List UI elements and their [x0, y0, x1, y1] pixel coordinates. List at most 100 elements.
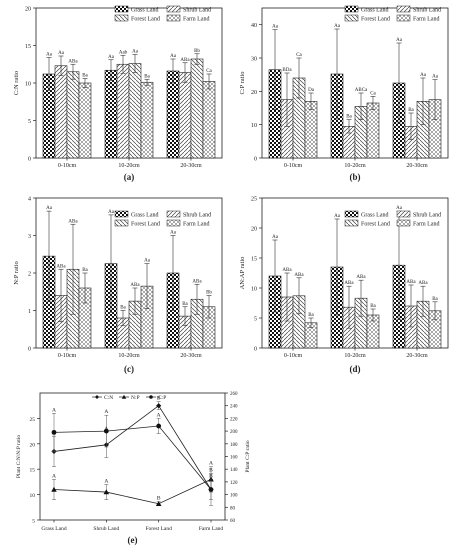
significance-label: Ba — [82, 268, 88, 273]
panel-caption: (e) — [128, 535, 138, 545]
bar-farm-land — [366, 102, 380, 159]
y-tick-label: 25 — [251, 197, 257, 203]
legend-label: Farm Land — [183, 17, 210, 23]
significance-label: Ca — [370, 91, 376, 96]
significance-label: ABa — [418, 281, 428, 286]
legend-label: Grass Land — [131, 213, 159, 219]
significance-label: Bb — [194, 49, 200, 54]
y-right-tick-label: 60 — [230, 519, 236, 524]
significance-label: ABa — [68, 59, 78, 64]
panel-caption: (c) — [124, 364, 134, 374]
legend-swatch — [396, 5, 411, 13]
significance-label: B — [209, 468, 213, 474]
significance-label: A — [52, 473, 56, 479]
legend-swatch — [344, 210, 359, 218]
y-left-tick-label: 10 — [30, 493, 36, 499]
point-c-p — [51, 429, 57, 435]
significance-label: ABa — [68, 219, 78, 224]
legend-swatch — [396, 219, 411, 227]
x-tick-label: 20-30cm — [406, 163, 428, 169]
legend-label: Farm Land — [413, 17, 440, 23]
y-axis-label: C:P ratio — [239, 71, 246, 94]
panel-caption: (a) — [124, 172, 135, 182]
y-right-tick-label: 160 — [230, 456, 238, 461]
bar-forest-land — [190, 58, 204, 159]
panel-e-chart: 5 10 15 20 25 60 80 100 120 140 160 180 200 220 240 260… — [16, 392, 251, 545]
panel-b-chart: 0 10 20 30 40 C:P ratio 0-10cm Aa BDa Ca Da 10-20cm… — [239, 5, 449, 182]
legend-label: Shrub Land — [413, 8, 441, 14]
x-tick-label: 10-20cm — [344, 353, 366, 359]
legend-swatch — [114, 14, 129, 22]
legend-swatch — [166, 5, 181, 13]
legend-swatch — [344, 219, 359, 227]
significance-label: Ca — [206, 69, 212, 74]
bar-grass-land — [104, 69, 118, 159]
significance-label: Aa — [170, 231, 177, 236]
panel-caption: (d) — [350, 364, 361, 374]
significance-label: ABCa — [355, 88, 368, 93]
significance-label: ABa — [180, 58, 190, 63]
significance-label: Aa — [432, 75, 439, 80]
significance-label: Aa — [132, 50, 139, 55]
y-right-tick-label: 240 — [230, 405, 238, 410]
point-n-p — [155, 500, 162, 506]
legend-label: Farm Land — [183, 222, 210, 228]
legend-swatch — [344, 14, 359, 22]
y-right-tick-label: 120 — [230, 481, 238, 486]
legend-label: N:P — [131, 395, 140, 401]
significance-label: ABa — [356, 275, 366, 280]
bar-farm-land — [78, 82, 92, 159]
legend-label: Grass Land — [361, 8, 389, 14]
legend-swatch — [396, 210, 411, 218]
significance-label: Aa — [420, 73, 427, 78]
significance-label: A — [157, 412, 161, 418]
x-tick-label: 20-30cm — [406, 353, 428, 359]
legend-label: C:N — [104, 395, 113, 401]
significance-label: Aab — [119, 50, 128, 55]
x-tick-label: Grass Land — [41, 526, 66, 532]
y-tick-label: 0 — [254, 347, 257, 353]
significance-label: ABa — [344, 281, 354, 286]
y-left-axis-label: Plant C:N\N:P ratio — [16, 435, 22, 478]
x-tick-label: Forest Land — [145, 526, 172, 532]
legend-swatch — [166, 219, 181, 227]
point-n-p — [103, 489, 110, 495]
y-tick-label: 0 — [28, 157, 31, 163]
legend-swatch — [344, 5, 359, 13]
x-tick-label: 10-20cm — [344, 163, 366, 169]
y-tick-label: 20 — [25, 7, 31, 13]
significance-label: Aa — [108, 210, 115, 215]
bar-farm-land — [202, 81, 216, 159]
x-tick-label: Shrub Land — [93, 526, 119, 532]
legend-label: Shrub Land — [183, 8, 211, 14]
x-tick-label: 0-10cm — [284, 163, 303, 169]
significance-label: Ba — [120, 306, 126, 311]
y-tick-label: 1 — [28, 309, 31, 315]
y-tick-label: 3 — [28, 234, 31, 240]
significance-label: ABa — [56, 264, 66, 269]
significance-label: B — [157, 496, 161, 502]
legend-label: Forest Land — [361, 17, 390, 23]
y-left-tick-label: 15 — [30, 468, 36, 474]
bar-grass-land — [166, 70, 180, 159]
y-right-tick-label: 260 — [230, 392, 238, 397]
bar-farm-land — [140, 81, 154, 159]
significance-label: Aa — [272, 235, 279, 240]
panel-c-chart: 0 1 2 3 4 N:P ratio 0-10cm Aa ABa ABa Ba 10-20cm Aa B… — [13, 197, 223, 374]
y-tick-label: 4 — [28, 197, 31, 203]
legend-label: Shrub Land — [183, 213, 211, 219]
legend-label: Grass Land — [131, 8, 159, 14]
significance-label: Ba — [308, 313, 314, 318]
y-tick-label: 20 — [251, 227, 257, 233]
legend-label: Farm Land — [413, 222, 440, 228]
y-right-tick-label: 100 — [230, 494, 238, 499]
significance-label: Ba — [82, 74, 88, 79]
legend-swatch — [166, 14, 181, 22]
bar-forest-land — [128, 63, 142, 159]
significance-label: Aa — [170, 54, 177, 59]
x-tick-label: 10-20cm — [118, 353, 140, 359]
y-right-tick-label: 180 — [230, 443, 238, 448]
